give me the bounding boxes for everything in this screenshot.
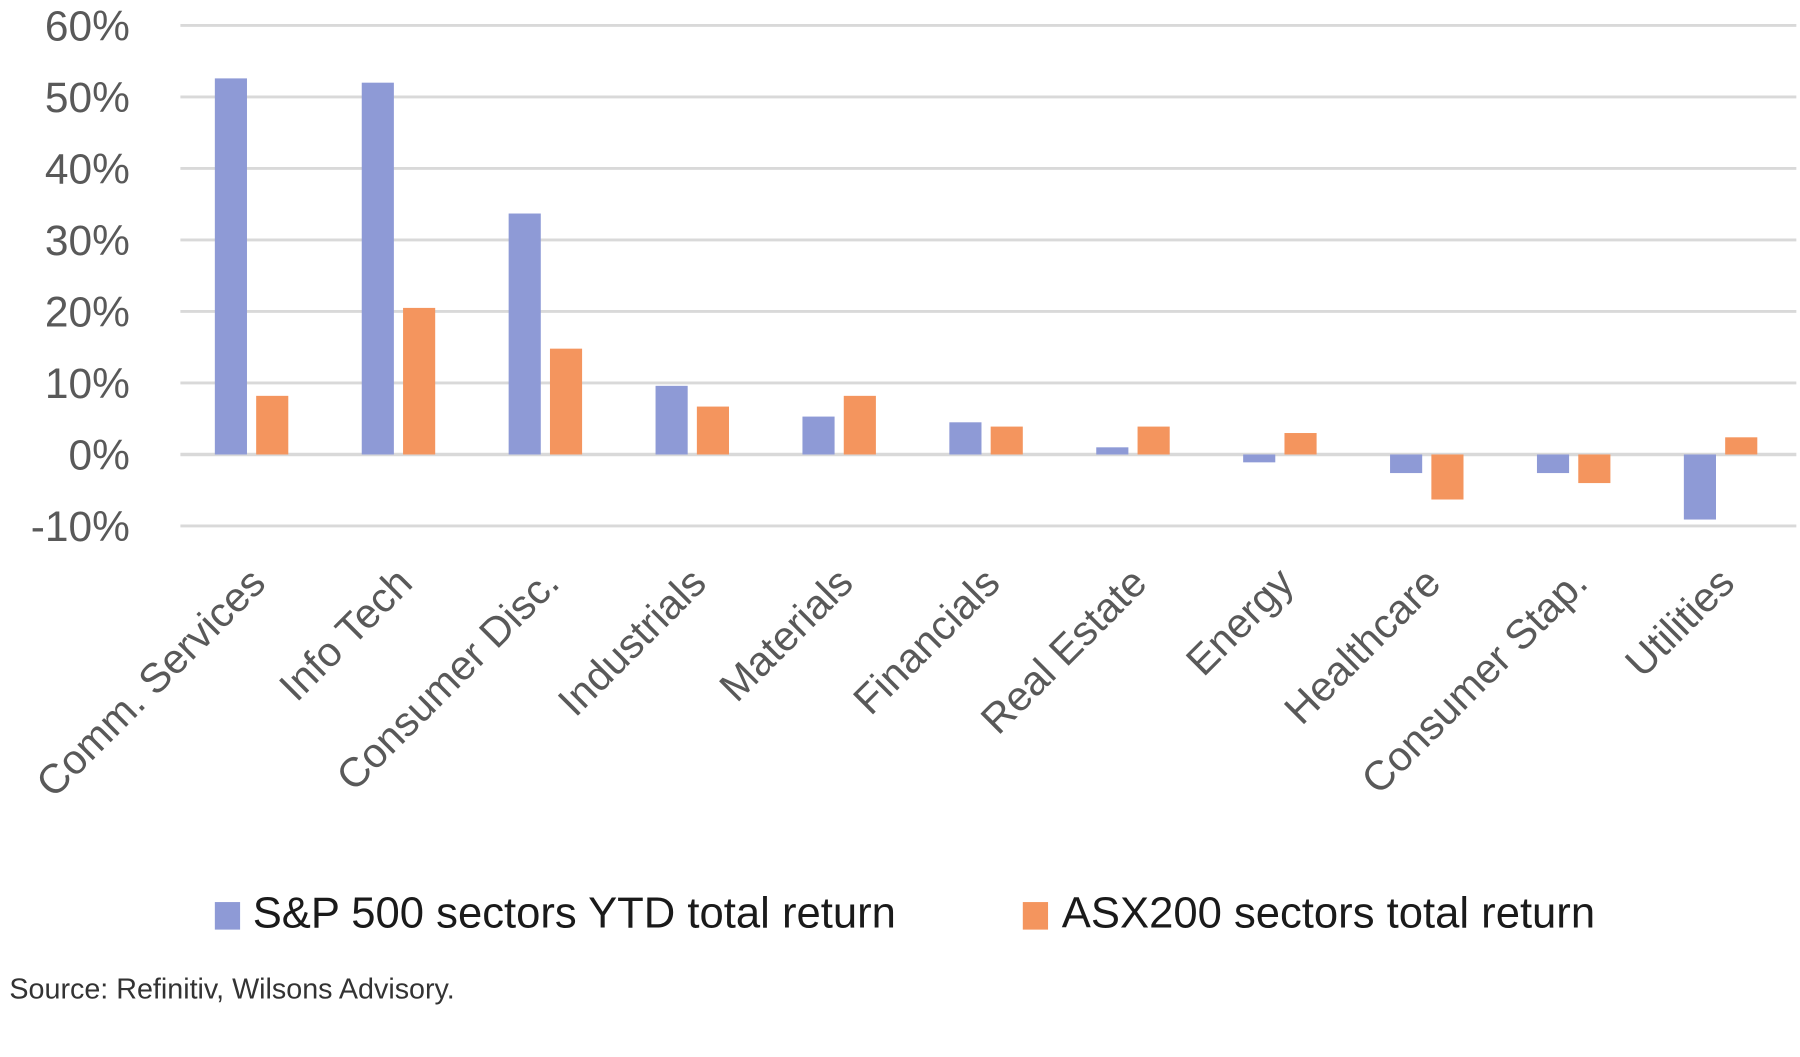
bar-sp500 bbox=[508, 213, 541, 455]
source-note: Source: Refinitiv, Wilsons Advisory. bbox=[9, 973, 454, 1005]
y-tick-label: 50% bbox=[45, 74, 130, 121]
bar-sp500 bbox=[1390, 454, 1423, 474]
bar-asx200 bbox=[990, 426, 1023, 455]
bar-asx200 bbox=[1725, 437, 1758, 455]
bar-asx200 bbox=[1137, 426, 1170, 455]
y-tick-label: 0% bbox=[69, 431, 130, 478]
category-label: Info Tech bbox=[270, 559, 421, 710]
bar-sp500 bbox=[361, 82, 394, 455]
y-tick-label: 10% bbox=[45, 360, 130, 407]
y-axis-ticks: 60% 50% 40% 30% 20% 10% 0% -10% bbox=[31, 2, 130, 549]
legend-swatch-sp500 bbox=[214, 902, 241, 930]
category-label: Industrials bbox=[549, 559, 715, 725]
category-label: Materials bbox=[711, 559, 862, 710]
bar-sp500 bbox=[802, 416, 835, 455]
bar-sp500 bbox=[1536, 454, 1570, 474]
y-tick-label: 40% bbox=[45, 145, 130, 192]
bar-asx200 bbox=[696, 406, 729, 455]
bars bbox=[214, 78, 1758, 520]
y-tick-label: -10% bbox=[31, 503, 130, 550]
legend-label-asx200: ASX200 sectors total return bbox=[1062, 889, 1595, 937]
bar-asx200 bbox=[403, 307, 436, 455]
legend-label-sp500: S&P 500 sectors YTD total return bbox=[253, 889, 896, 937]
y-tick-label: 30% bbox=[45, 217, 130, 264]
bar-asx200 bbox=[1284, 433, 1317, 455]
bar-sp500 bbox=[655, 385, 688, 455]
bar-asx200 bbox=[1431, 454, 1464, 500]
bar-sp500 bbox=[1683, 454, 1716, 520]
bar-asx200 bbox=[549, 348, 583, 455]
legend: S&P 500 sectors YTD total return ASX200 … bbox=[214, 889, 1595, 937]
bar-asx200 bbox=[1578, 454, 1611, 484]
bar-sp500 bbox=[949, 422, 982, 455]
category-label: Utilities bbox=[1616, 559, 1743, 686]
bar-sp500 bbox=[214, 78, 247, 455]
bar-asx200 bbox=[256, 395, 289, 455]
legend-swatch-asx200 bbox=[1022, 902, 1049, 930]
y-tick-label: 20% bbox=[45, 288, 130, 335]
y-tick-label: 60% bbox=[45, 2, 130, 49]
category-label: Energy bbox=[1177, 559, 1302, 684]
bar-asx200 bbox=[843, 395, 876, 455]
bar-sp500 bbox=[1243, 454, 1276, 463]
category-label: Comm. Services bbox=[27, 559, 274, 806]
bar-sp500 bbox=[1096, 447, 1129, 455]
gridlines bbox=[180, 24, 1797, 528]
